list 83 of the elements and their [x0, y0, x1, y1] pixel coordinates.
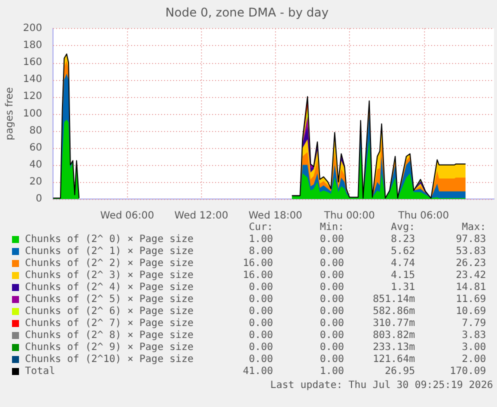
text: 10.69	[454, 306, 486, 318]
text: 0.00	[318, 270, 344, 282]
x-tick-label: Wed 18:00	[248, 210, 302, 222]
legend-label: Chunks of (2^ 2) × Page size	[24, 258, 195, 270]
text: 4.74	[390, 258, 415, 270]
legend-label: Chunks of (2^10) × Page size	[24, 354, 195, 366]
chart-title: Node 0, zone DMA - by day	[165, 5, 329, 20]
y-tick-label: 200	[22, 22, 42, 34]
text: 16.00	[242, 270, 273, 282]
text: 16.00	[242, 258, 273, 270]
text: 0.00	[318, 294, 344, 306]
text: 1.00	[248, 234, 273, 246]
text: 0.00	[318, 246, 344, 258]
legend-label: Chunks of (2^ 9) × Page size	[24, 342, 195, 354]
text: 310.77m	[372, 318, 415, 330]
text: 3.83	[460, 330, 486, 342]
legend-label: Chunks of (2^ 6) × Page size	[24, 306, 195, 318]
legend-label: Chunks of (2^ 5) × Page size	[24, 294, 195, 306]
text: 0.00	[248, 342, 273, 354]
text: 26.95	[384, 366, 415, 378]
x-tick-label: Wed 12:00	[174, 210, 228, 222]
text: 8.23	[390, 234, 415, 246]
text: Cur:	[248, 222, 273, 234]
text: 7.79	[460, 318, 486, 330]
text: 1.31	[390, 282, 415, 294]
text: 0.00	[248, 354, 273, 366]
text: 97.83	[454, 234, 486, 246]
text: 5.62	[390, 246, 415, 258]
x-tick-label: Wed 06:00	[100, 210, 154, 222]
text: 582.86m	[372, 306, 415, 318]
text: 41.00	[242, 366, 273, 378]
text: 0.00	[248, 294, 273, 306]
text: 0.00	[318, 282, 344, 294]
text: 0.00	[248, 306, 273, 318]
text: 4.15	[390, 270, 415, 282]
text: 233.13m	[372, 342, 415, 354]
text: Max:	[460, 222, 486, 234]
text: 0.00	[318, 342, 344, 354]
y-axis-title: pages free	[4, 87, 16, 140]
y-tick-label: 120	[22, 91, 42, 102]
text: 121.64m	[372, 354, 415, 366]
y-tick-label: 60	[29, 142, 42, 154]
y-tick-label: 180	[22, 40, 42, 52]
x-tick-label: Thu 00:00	[323, 210, 375, 222]
legend-label: Chunks of (2^ 1) × Page size	[24, 246, 195, 258]
text: 0.00	[318, 306, 344, 318]
y-tick-label: 0	[36, 194, 42, 205]
text: 0.00	[318, 234, 344, 246]
text: 0.00	[318, 330, 344, 342]
text: 26.23	[454, 258, 486, 270]
text: 23.42	[454, 270, 486, 282]
text: Avg:	[390, 222, 415, 234]
text: Last update: Thu Jul 30 09:25:19 2026	[270, 380, 493, 391]
text: 14.81	[454, 282, 486, 294]
y-tick-label: 20	[29, 176, 42, 188]
x-tick-label: Thu 06:00	[397, 210, 449, 222]
text: 0.00	[248, 282, 273, 294]
legend-label: Chunks of (2^ 0) × Page size	[24, 234, 195, 246]
legend-label: Chunks of (2^ 4) × Page size	[24, 282, 195, 294]
text: 8.00	[248, 246, 273, 258]
text: 851.14m	[372, 294, 415, 306]
y-tick-label: 80	[29, 125, 42, 136]
text: 2.00	[460, 354, 486, 366]
text: 0.00	[318, 258, 344, 270]
text: 53.83	[454, 246, 486, 258]
y-tick-label: 160	[22, 57, 42, 68]
y-tick-label: 100	[22, 108, 42, 120]
text: 0.00	[318, 318, 344, 330]
text: 0.00	[318, 354, 344, 366]
y-tick-label: 40	[29, 159, 42, 170]
legend-label: Chunks of (2^ 3) × Page size	[24, 270, 195, 282]
text: 803.82m	[372, 330, 415, 342]
text: Min:	[318, 222, 344, 234]
legend-label: Chunks of (2^ 7) × Page size	[24, 318, 195, 330]
text: 3.00	[460, 342, 486, 354]
y-tick-label: 140	[22, 74, 42, 86]
text: 1.00	[318, 366, 344, 378]
text: 170.09	[448, 366, 486, 378]
text: 0.00	[248, 330, 273, 342]
text: 0.00	[248, 318, 273, 330]
text: 11.69	[454, 294, 486, 306]
legend-label: Total	[24, 366, 56, 378]
legend-label: Chunks of (2^ 8) × Page size	[24, 330, 195, 342]
